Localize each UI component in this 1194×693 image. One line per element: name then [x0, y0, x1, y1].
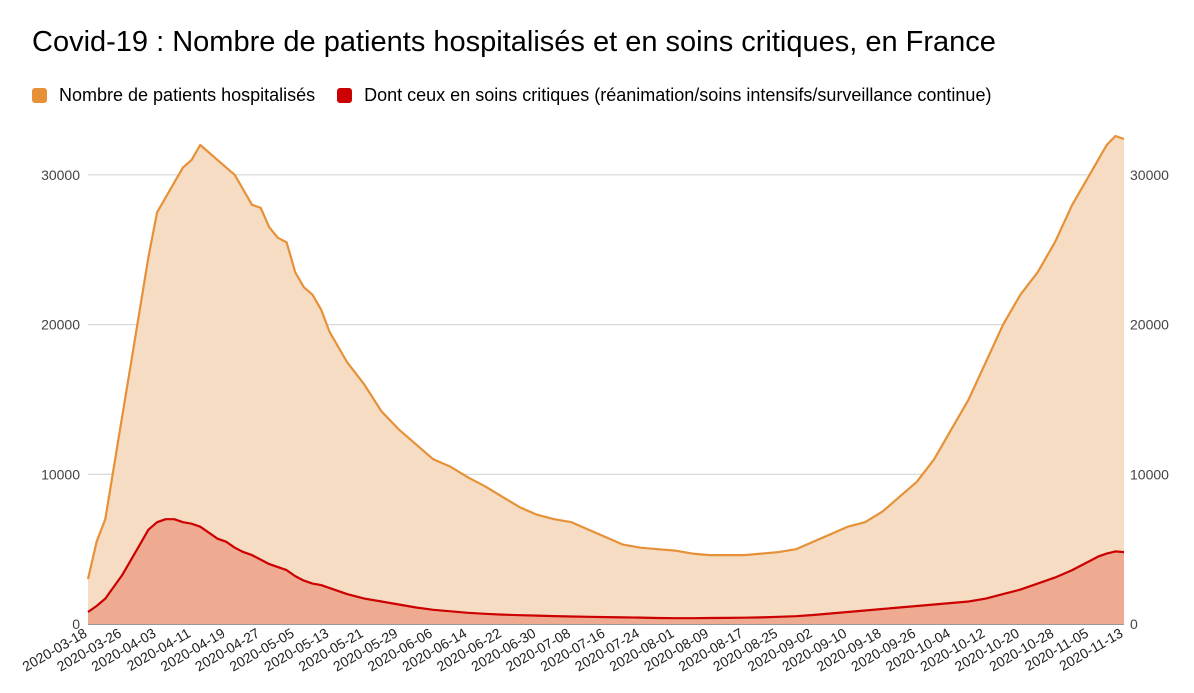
y-tick-label-right: 0: [1130, 616, 1138, 632]
chart-title: Covid-19 : Nombre de patients hospitalis…: [32, 26, 996, 58]
y-tick-label-left: 10000: [41, 466, 80, 482]
legend-swatch-soins-critiques: [337, 88, 353, 103]
y-tick-label-right: 20000: [1130, 317, 1169, 333]
series-line-soins-critiques: [87, 518, 1125, 620]
legend-item-hospitalises[interactable]: Nombre de patients hospitalisés: [32, 85, 315, 106]
y-tick-label-left: 30000: [41, 167, 80, 183]
series-line-hospitalises: [86, 134, 1125, 580]
legend-label-hospitalises: Nombre de patients hospitalisés: [59, 85, 316, 105]
legend-swatch-hospitalises: [32, 88, 47, 103]
y-tick-label-left: 20000: [41, 317, 80, 333]
series-area-hospitalises: [88, 136, 1124, 624]
legend: Nombre de patients hospitalisés Dont ceu…: [32, 85, 1013, 106]
legend-item-soins-critiques[interactable]: Dont ceux en soins critiques (réanimatio…: [337, 85, 991, 106]
y-tick-label-right: 30000: [1130, 167, 1169, 183]
series-area-soins-critiques: [88, 519, 1124, 624]
y-tick-label-left: 0: [72, 616, 80, 632]
legend-label-soins-critiques: Dont ceux en soins critiques (réanimatio…: [364, 85, 992, 105]
y-tick-label-right: 10000: [1130, 466, 1169, 482]
